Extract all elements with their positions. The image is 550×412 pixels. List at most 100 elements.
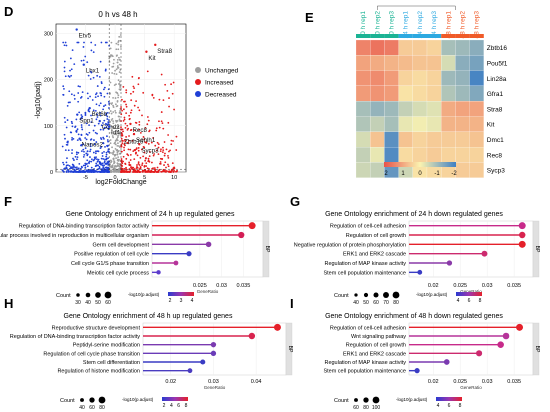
decreased-point xyxy=(65,166,68,169)
decreased-point xyxy=(74,166,77,169)
decreased-point xyxy=(95,118,98,121)
count-legend-label: 80 xyxy=(363,405,369,411)
decreased-point xyxy=(96,132,98,135)
increased-point xyxy=(175,149,178,151)
increased-point xyxy=(167,156,170,159)
decreased-point xyxy=(107,121,110,124)
increased-point xyxy=(168,97,170,99)
heatmap-cell xyxy=(384,101,399,117)
decreased-point xyxy=(105,155,108,158)
decreased-point xyxy=(86,150,89,153)
decreased-point xyxy=(89,143,92,145)
decreased-point xyxy=(84,166,87,169)
color-legend-tick: 2 xyxy=(169,298,172,304)
increased-point xyxy=(159,150,162,152)
decreased-point xyxy=(89,156,91,158)
decreased-point xyxy=(63,171,65,173)
unchanged-point xyxy=(116,58,119,61)
term-label: Regulation of MAP kinase activity xyxy=(324,261,406,267)
lollipop-dot xyxy=(248,332,256,340)
legend-label: Unchanged xyxy=(205,68,239,75)
gene-label: Sohlh1 xyxy=(136,137,156,144)
decreased-point xyxy=(85,152,88,155)
decreased-point xyxy=(63,133,66,136)
unchanged-point xyxy=(119,131,122,133)
decreased-point xyxy=(62,161,64,164)
color-legend-bar xyxy=(456,292,482,296)
increased-point xyxy=(120,126,122,129)
increased-point xyxy=(143,165,146,168)
heatmap-cell xyxy=(370,55,385,71)
heatmap-cell xyxy=(355,85,371,102)
increased-point xyxy=(135,167,138,170)
count-legend-label: 70 xyxy=(383,300,389,306)
decreased-point xyxy=(89,170,92,173)
decreased-point xyxy=(100,92,102,95)
increased-point xyxy=(123,167,126,170)
go-plot-area xyxy=(151,220,264,278)
labeled-gene-point xyxy=(98,119,101,123)
increased-point xyxy=(125,103,127,106)
decreased-point xyxy=(90,160,93,163)
heatmap-cell xyxy=(426,147,442,163)
row-label: Zbtb16 xyxy=(487,45,508,52)
unchanged-point xyxy=(118,35,121,38)
unchanged-point xyxy=(112,125,114,128)
labeled-gene-point xyxy=(129,122,132,126)
count-legend-dot xyxy=(363,292,369,298)
decreased-point xyxy=(63,60,66,63)
decreased-point xyxy=(103,119,106,122)
lollipop-dot xyxy=(186,251,192,257)
decreased-point xyxy=(95,158,98,160)
heatmap-cell xyxy=(384,39,399,56)
decreased-point xyxy=(105,153,108,156)
column-group-bar xyxy=(427,34,442,38)
volcano-points xyxy=(61,34,178,173)
increased-point xyxy=(146,123,149,126)
increased-point xyxy=(154,169,156,171)
x-tick-label: 0.03 xyxy=(482,379,493,385)
heatmap-cell xyxy=(455,101,470,117)
x-tick-label: 5 xyxy=(143,175,146,181)
decreased-point xyxy=(90,114,92,117)
unchanged-point xyxy=(114,69,116,72)
decreased-point xyxy=(108,150,110,153)
decreased-point xyxy=(72,165,75,168)
facet-label: BP xyxy=(534,346,540,353)
increased-point xyxy=(144,127,147,129)
increased-point xyxy=(145,157,147,159)
increased-point xyxy=(169,149,171,152)
x-tick-label: 0.02 xyxy=(428,379,439,385)
unchanged-point xyxy=(112,120,115,122)
gene-label: Rec8 xyxy=(132,127,147,134)
count-legend-dot xyxy=(373,292,379,298)
count-legend-label: 50 xyxy=(363,300,369,306)
unchanged-point xyxy=(114,111,117,114)
legend-label: Decreased xyxy=(205,92,237,99)
decreased-point xyxy=(92,129,95,132)
decreased-point xyxy=(79,118,82,121)
column-group-bar xyxy=(455,34,470,38)
lollipop-dot xyxy=(417,269,423,275)
decreased-point xyxy=(102,122,104,124)
y-tick-label: 300 xyxy=(44,31,53,37)
term-label: Peptidyl-serine modification xyxy=(73,343,140,349)
decreased-point xyxy=(100,41,103,44)
decreased-point xyxy=(91,171,93,173)
decreased-point xyxy=(64,41,67,44)
increased-point xyxy=(124,139,126,141)
heatmap-cell xyxy=(469,101,484,117)
heatmap-cell xyxy=(398,131,413,148)
decreased-point xyxy=(85,163,88,166)
increased-point xyxy=(148,130,150,133)
increased-point xyxy=(131,171,134,173)
heatmap-cell xyxy=(355,39,371,56)
unchanged-point xyxy=(115,83,117,86)
heatmap-cell xyxy=(384,55,399,71)
count-legend-dot xyxy=(372,396,380,404)
increased-point xyxy=(147,157,150,160)
increased-point xyxy=(142,91,145,94)
unchanged-point xyxy=(113,58,115,61)
increased-point xyxy=(160,170,162,173)
